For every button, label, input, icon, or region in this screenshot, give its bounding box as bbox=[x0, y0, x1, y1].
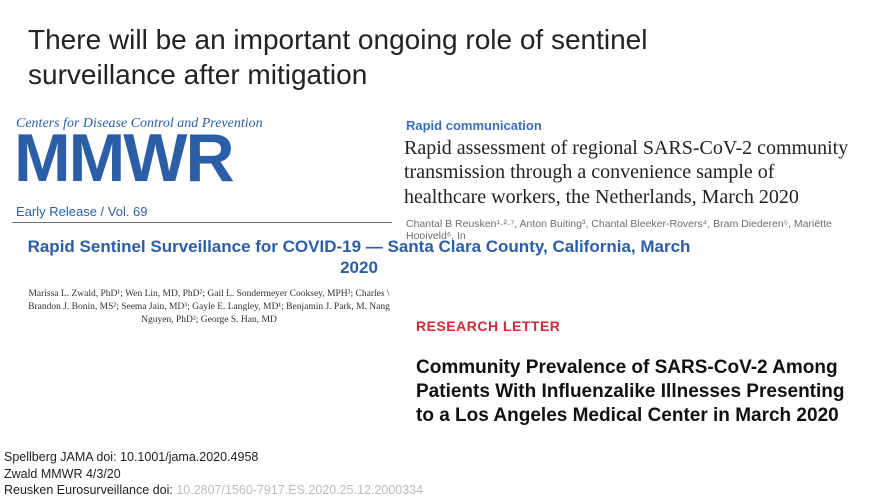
citation-reusken-doi: 10.2807/1560-7917.ES.2020.25.12.2000334 bbox=[176, 483, 423, 497]
slide: There will be an important ongoing role … bbox=[0, 0, 874, 504]
citation-spellberg: Spellberg JAMA doi: 10.1001/jama.2020.49… bbox=[4, 449, 423, 465]
mmwr-authors: Marissa L. Zwald, PhD¹; Wen Lin, MD, PhD… bbox=[14, 288, 404, 326]
slide-title: There will be an important ongoing role … bbox=[28, 22, 788, 92]
footer-citations: Spellberg JAMA doi: 10.1001/jama.2020.49… bbox=[4, 449, 423, 498]
mmwr-release-line: Early Release / Vol. 69 bbox=[16, 204, 148, 219]
rapid-authors: Chantal B Reusken¹·²·⁷, Anton Buiting³, … bbox=[406, 218, 862, 242]
mmwr-logo: MMWR bbox=[14, 128, 233, 189]
mmwr-divider bbox=[12, 222, 392, 223]
rapid-article-title: Rapid assessment of regional SARS-CoV-2 … bbox=[404, 136, 860, 209]
citation-reusken-prefix: Reusken Eurosurveillance doi: bbox=[4, 483, 176, 497]
mmwr-article-title: Rapid Sentinel Surveillance for COVID-19… bbox=[24, 236, 694, 279]
research-letter-label: RESEARCH LETTER bbox=[416, 318, 560, 334]
research-letter-title: Community Prevalence of SARS-CoV-2 Among… bbox=[416, 356, 856, 427]
citation-reusken: Reusken Eurosurveillance doi: 10.2807/15… bbox=[4, 482, 423, 498]
citation-zwald: Zwald MMWR 4/3/20 bbox=[4, 466, 423, 482]
rapid-communication-label: Rapid communication bbox=[406, 118, 542, 133]
